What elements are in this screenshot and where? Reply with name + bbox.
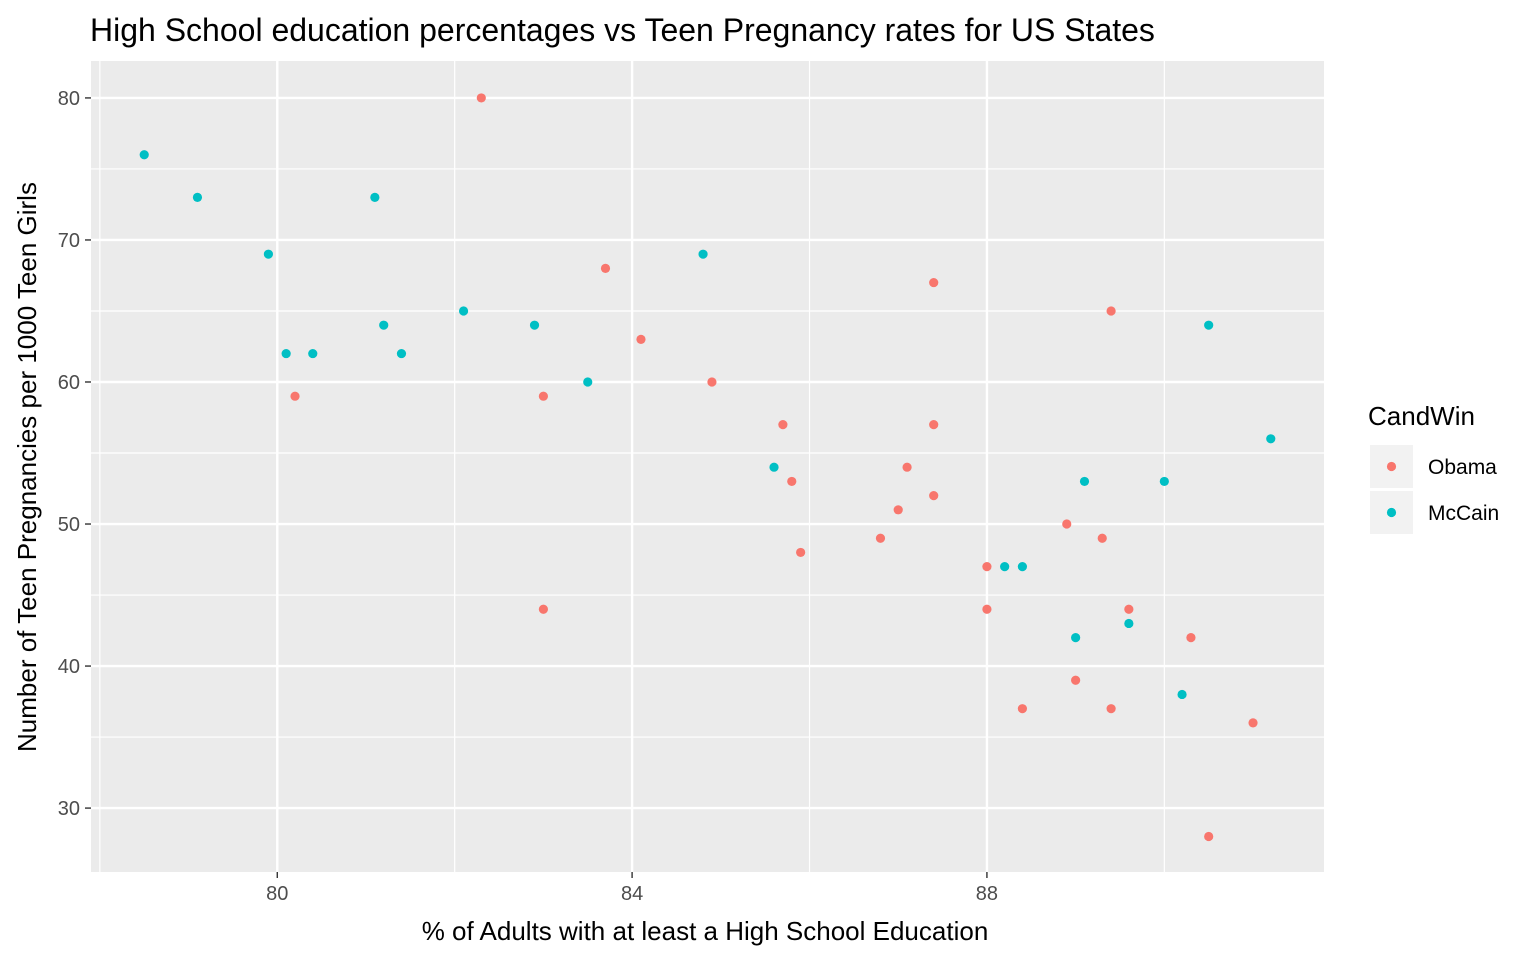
point-obama bbox=[1248, 718, 1258, 728]
point-obama bbox=[875, 533, 886, 543]
point-mccain bbox=[1177, 689, 1187, 700]
point-obama bbox=[929, 420, 939, 430]
point-mccain bbox=[1071, 633, 1081, 643]
y-tick-label: 40 bbox=[58, 656, 80, 678]
point-obama bbox=[1106, 306, 1116, 316]
point-mccain bbox=[1079, 476, 1090, 487]
point-obama bbox=[982, 562, 992, 572]
point-obama bbox=[778, 420, 788, 430]
point-obama bbox=[796, 547, 806, 558]
y-tick-label: 80 bbox=[58, 88, 80, 110]
data-points bbox=[139, 93, 1276, 842]
y-tick-label: 60 bbox=[58, 372, 80, 394]
point-mccain bbox=[1017, 562, 1028, 572]
point-obama bbox=[1124, 604, 1134, 614]
y-tick-label: 70 bbox=[58, 230, 80, 252]
point-mccain bbox=[583, 377, 593, 387]
chart-title: High School education percentages vs Tee… bbox=[90, 12, 1155, 48]
point-obama bbox=[1062, 519, 1072, 529]
point-obama bbox=[1071, 675, 1081, 685]
point-obama bbox=[893, 505, 903, 515]
point-mccain bbox=[1124, 618, 1134, 629]
x-tick-label: 84 bbox=[621, 883, 643, 905]
point-mccain bbox=[458, 306, 469, 316]
y-tick-label: 30 bbox=[58, 798, 80, 820]
point-obama bbox=[1204, 831, 1214, 842]
point-mccain bbox=[192, 192, 203, 202]
point-obama bbox=[1106, 704, 1116, 714]
minor-gridlines bbox=[91, 61, 1324, 872]
point-obama bbox=[1017, 704, 1028, 714]
point-obama bbox=[707, 377, 717, 387]
point-mccain bbox=[396, 348, 407, 359]
x-tick-label: 80 bbox=[266, 883, 288, 905]
point-obama bbox=[982, 604, 992, 614]
legend-key-point bbox=[1386, 507, 1397, 518]
point-mccain bbox=[379, 320, 389, 330]
x-axis-title: % of Adults with at least a High School … bbox=[422, 916, 989, 946]
legend-title: CandWin bbox=[1368, 401, 1475, 431]
y-axis-title: Number of Teen Pregnancies per 1000 Teen… bbox=[12, 182, 42, 752]
point-mccain bbox=[1159, 476, 1169, 487]
legend-key-point bbox=[1386, 461, 1397, 472]
point-mccain bbox=[1000, 562, 1010, 572]
major-gridlines bbox=[91, 61, 1324, 872]
point-mccain bbox=[529, 320, 540, 330]
x-tick-label: 88 bbox=[976, 883, 998, 905]
point-obama bbox=[1186, 633, 1196, 643]
point-mccain bbox=[139, 150, 149, 160]
point-mccain bbox=[1266, 434, 1276, 444]
y-tick-label: 50 bbox=[58, 514, 80, 536]
point-mccain bbox=[263, 249, 274, 259]
point-mccain bbox=[308, 348, 318, 359]
point-mccain bbox=[698, 249, 708, 259]
legend-label-obama: Obama bbox=[1428, 456, 1497, 479]
point-obama bbox=[902, 462, 912, 472]
point-obama bbox=[929, 491, 939, 501]
point-obama bbox=[290, 391, 300, 401]
point-obama bbox=[636, 334, 646, 344]
point-obama bbox=[600, 263, 611, 273]
point-mccain bbox=[769, 462, 779, 472]
axes: 80 84 88 30 40 50 60 70 80 bbox=[58, 88, 998, 905]
point-obama bbox=[1097, 533, 1107, 543]
point-mccain bbox=[1204, 320, 1214, 330]
legend: CandWin Obama McCain bbox=[1368, 401, 1499, 534]
point-mccain bbox=[370, 192, 380, 202]
legend-label-mccain: McCain bbox=[1428, 502, 1499, 525]
point-mccain bbox=[281, 348, 291, 359]
point-obama bbox=[538, 391, 548, 401]
point-obama bbox=[929, 277, 939, 288]
point-obama bbox=[538, 604, 548, 614]
point-obama bbox=[787, 476, 797, 487]
plot-panel bbox=[91, 61, 1324, 872]
point-obama bbox=[476, 93, 486, 103]
legend-keys: Obama McCain bbox=[1370, 445, 1499, 534]
